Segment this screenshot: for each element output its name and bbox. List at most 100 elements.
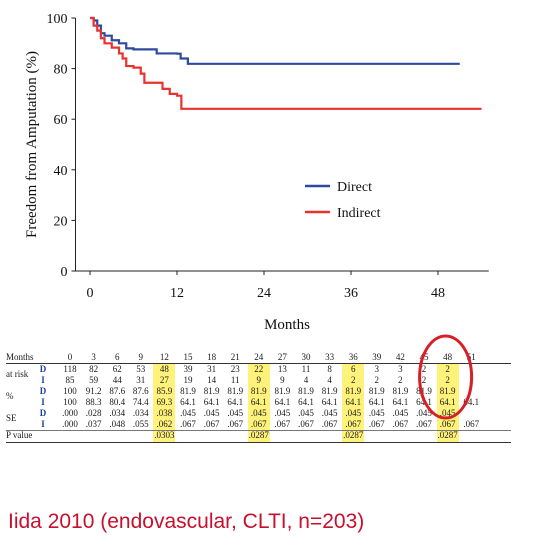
table-cell: 100 xyxy=(63,386,77,396)
x-tick-label: 0 xyxy=(87,286,94,301)
table-cell: .067 xyxy=(439,419,456,429)
table-cell: .045 xyxy=(392,408,409,418)
table-cell: 81.9 xyxy=(321,386,338,396)
table-row: % D 100 91.2 87.6 87.6 85.9 81.9 81.9 81.9 81.9 81.… xyxy=(6,386,516,401)
table-cell: 27 xyxy=(159,375,169,385)
table-row-label: at risk xyxy=(6,369,29,379)
table-cell: 14 xyxy=(207,375,217,385)
table-cell: .038 xyxy=(156,408,173,418)
table-cell: 2 xyxy=(445,364,450,374)
red-circle xyxy=(418,334,474,420)
table-cell: 2 xyxy=(374,375,380,385)
table-header-month: 27 xyxy=(277,352,287,362)
table-cell: 59 xyxy=(89,375,99,385)
table-cell: 2 xyxy=(421,364,427,374)
table-row-group: I xyxy=(41,397,45,407)
table-header-rule xyxy=(6,363,511,364)
table-header-month: 30 xyxy=(301,352,311,362)
table-cell: 64.1 xyxy=(392,397,409,407)
table-cell: 100 xyxy=(63,397,77,407)
table-cell: .067 xyxy=(416,419,432,429)
table-header-month: 0 xyxy=(67,352,73,362)
table-row-group: I xyxy=(41,375,45,385)
table-cell: 91.2 xyxy=(85,386,102,396)
table-cell: 31 xyxy=(207,364,217,374)
axes: 0 20 40 60 80 100 0 12 24 36 48 Months Freedom from … xyxy=(24,12,489,333)
table-cell: .045 xyxy=(298,408,314,418)
table-cell: .0287 xyxy=(437,430,458,440)
table-cell: 39 xyxy=(183,364,193,374)
table-cell: 81.9 xyxy=(203,386,220,396)
table-cell: 2 xyxy=(445,375,450,385)
table-row-group: D xyxy=(39,408,47,418)
table-cell: 3 xyxy=(398,364,403,374)
table-header-month: 33 xyxy=(325,352,335,362)
table-row: I 85 59 44 31 27 19 14 11 9 9 4 4 2 2 2 2 2 1 xyxy=(6,375,516,386)
table-cell: 2 xyxy=(350,375,356,385)
survival-chart: 0 20 40 60 80 100 0 12 24 36 48 Months Freedom from … xyxy=(24,12,489,333)
table-cell: 9 xyxy=(256,375,262,385)
table-cell: 62 xyxy=(112,364,122,374)
table-header-month: 3 xyxy=(91,352,96,362)
table-header-label: Months xyxy=(6,352,34,362)
x-tick-label: 36 xyxy=(344,286,358,301)
table-cell: 88.3 xyxy=(85,397,102,407)
table-cell: 4 xyxy=(327,375,332,385)
table-header-month: 18 xyxy=(207,352,217,362)
table-cell: 31 xyxy=(136,375,146,385)
table-cell: .000 xyxy=(62,408,78,418)
x-tick-label: 24 xyxy=(257,286,271,301)
table-row-group: I xyxy=(41,419,45,429)
legend: Direct Indirect xyxy=(305,180,381,221)
table-header-month: 36 xyxy=(348,352,358,362)
table-cell: 81.9 xyxy=(274,386,291,396)
table-header-month: 51 xyxy=(466,352,476,362)
table-row-label: P value xyxy=(6,430,33,440)
y-axis-label: Freedom from Amputation (%) xyxy=(24,51,40,238)
table-cell: .067 xyxy=(321,419,338,429)
table-cell: 81.9 xyxy=(250,386,267,396)
highlight-column-24 xyxy=(247,363,270,442)
table-cell: .045 xyxy=(250,408,267,418)
table-header-month: 9 xyxy=(138,352,144,362)
table-cell: 85.9 xyxy=(156,386,173,396)
table-cell: 81.9 xyxy=(416,386,432,396)
table-cell: 2 xyxy=(398,375,403,385)
table-cell: 64.1 xyxy=(180,397,196,407)
table-cell: .045 xyxy=(368,408,385,418)
table-cell: 9 xyxy=(280,375,285,385)
table-cell: .0303 xyxy=(154,430,175,440)
table-row: I .000 .037 .048 .055 .062 .067 .067 .067 .067 .06… xyxy=(6,419,516,430)
x-tick-label: 12 xyxy=(170,286,184,301)
table-row: SE D .000 .028 .034 .034 .038 .045 .045 .045 .045.… xyxy=(6,408,516,423)
table-cell: 64.1 xyxy=(463,397,480,407)
table-row-group: D xyxy=(39,386,47,396)
table-cell: .067 xyxy=(298,419,314,429)
table-cell: .045 xyxy=(180,408,196,418)
table-row-label: SE xyxy=(6,413,17,423)
table-cell: .067 xyxy=(345,419,362,429)
table-header-row: Months 0 3 6 9 12 15 18 21 24 27 30 33 36 39 42 45 48 51 xyxy=(6,352,516,363)
table-cell: 74.4 xyxy=(132,397,149,407)
table-cell: 6 xyxy=(350,364,356,374)
y-tick-label: 40 xyxy=(54,164,68,179)
table-cell: 69.3 xyxy=(156,397,173,407)
table-cell: .067 xyxy=(392,419,409,429)
table-cell: .048 xyxy=(109,419,126,429)
legend-label-indirect: Indirect xyxy=(337,206,381,221)
table-cell: .067 xyxy=(180,419,196,429)
highlight-column-12 xyxy=(153,363,176,442)
table-cell: .055 xyxy=(132,419,149,429)
table-cell: 81.9 xyxy=(392,386,409,396)
x-axis-label: Months xyxy=(264,317,310,333)
table-cell: 81.9 xyxy=(298,386,314,396)
table-header-month: 15 xyxy=(183,352,193,362)
table-row: at risk D 118 82 62 53 48 39 31 23 22 13 11 8 6 3 3 2 2 xyxy=(6,364,516,379)
table-cell: 81.9 xyxy=(227,386,244,396)
y-tick-label: 100 xyxy=(47,12,68,27)
table-cell: 13 xyxy=(277,364,287,374)
highlight-column-48 xyxy=(436,363,459,442)
table-cell: 64.1 xyxy=(274,397,291,407)
table-cell: 8 xyxy=(327,364,332,374)
table-row: P value .0303 .0287 .0287 .0287 xyxy=(6,430,516,441)
